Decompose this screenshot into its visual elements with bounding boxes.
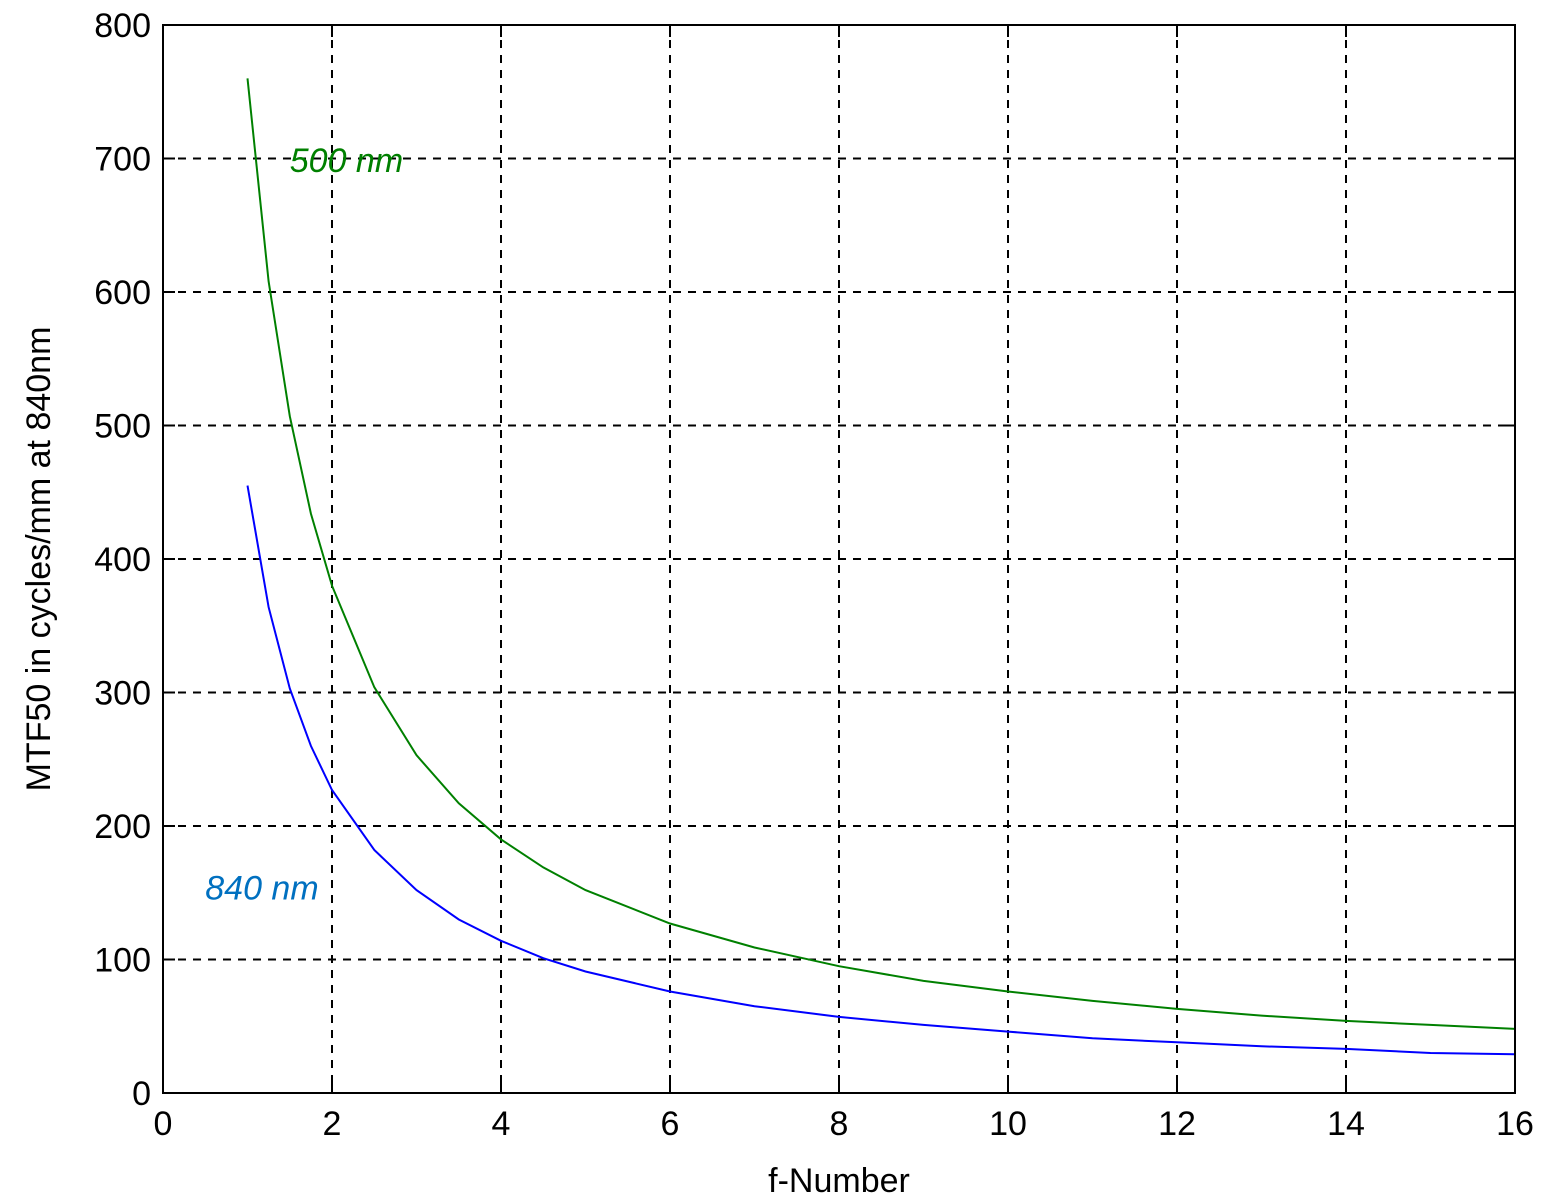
grid-lines: [163, 25, 1515, 1093]
x-tick-label: 4: [492, 1105, 511, 1143]
series-lines: [246, 78, 1516, 1056]
y-tick-label: 300: [94, 675, 151, 713]
x-tick-label: 14: [1327, 1105, 1365, 1143]
x-tick-label: 0: [154, 1105, 173, 1143]
y-tick-label: 500: [94, 408, 151, 446]
series-line-1: [246, 485, 1516, 1056]
curve-annotation: 500 nm: [290, 142, 403, 180]
x-tick-label: 10: [989, 1105, 1027, 1143]
axis-ticks: 0 2 4 6 8 10 12 14 16 0 100 200 300 400 500 600 700 800: [94, 7, 1534, 1143]
x-tick-label: 16: [1496, 1105, 1534, 1143]
y-tick-label: 200: [94, 808, 151, 846]
y-tick-label: 700: [94, 141, 151, 179]
x-axis-label: f-Number: [768, 1162, 910, 1200]
y-axis-label: MTF50 in cycles/mm at 840nm: [20, 327, 58, 792]
series-line-0: [246, 78, 1516, 1030]
x-tick-label: 2: [323, 1105, 342, 1143]
curve-annotation: 840 nm: [205, 869, 318, 907]
y-tick-label: 100: [94, 942, 151, 980]
x-tick-label: 12: [1158, 1105, 1196, 1143]
y-tick-label: 800: [94, 7, 151, 45]
annotations: 500 nm 840 nm: [205, 142, 403, 908]
y-tick-label: 400: [94, 541, 151, 579]
x-tick-label: 6: [661, 1105, 680, 1143]
x-tick-label: 8: [830, 1105, 849, 1143]
y-tick-label: 600: [94, 274, 151, 312]
y-tick-label: 0: [132, 1075, 151, 1113]
